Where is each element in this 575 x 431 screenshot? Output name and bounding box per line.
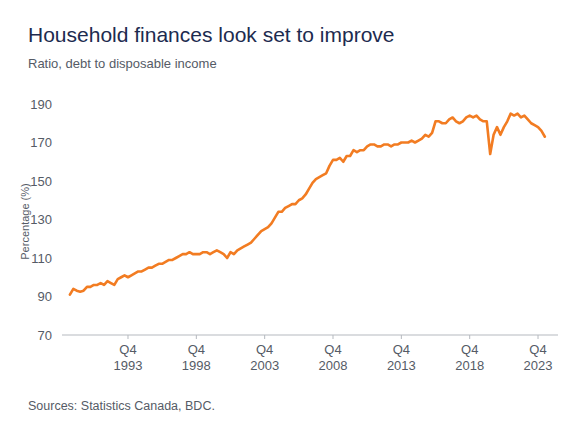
y-tick-label: 130 (30, 212, 52, 227)
data-line (70, 114, 545, 295)
y-tick-label: 70 (38, 328, 52, 343)
x-tick (333, 335, 334, 339)
x-tick-label-line: Q4 (529, 342, 546, 357)
plot-area (70, 114, 545, 295)
x-tick-label-line: 2013 (387, 358, 416, 373)
x-tick (538, 335, 539, 339)
y-tick-label: 150 (30, 174, 52, 189)
title: Household finances look set to improve (28, 23, 395, 46)
x-tick (196, 335, 197, 339)
x-tick-label-line: 1998 (182, 358, 211, 373)
x-tick (401, 335, 402, 339)
x-tick-label-line: 2018 (455, 358, 484, 373)
y-tick-label: 90 (38, 289, 52, 304)
x-tick-label: Q42023 (524, 342, 553, 373)
x-tick-label: Q41998 (182, 342, 211, 373)
y-tick (59, 335, 62, 336)
y-tick (59, 296, 62, 297)
y-tick-label: 110 (31, 251, 52, 266)
background (0, 0, 575, 431)
y-tick (59, 142, 62, 143)
x-tick-label-line: Q4 (461, 342, 478, 357)
y-tick-label: 190 (30, 97, 52, 112)
x-tick (127, 335, 128, 339)
x-tick-label-line: 2003 (250, 358, 279, 373)
x-tick-label-line: Q4 (393, 342, 410, 357)
y-tick (59, 104, 62, 105)
x-tick-label: Q42013 (387, 342, 416, 373)
y-tick (59, 181, 62, 182)
x-tick-label: Q42003 (250, 342, 279, 373)
x-tick-label-line: Q4 (119, 342, 136, 357)
x-tick-label: Q41993 (114, 342, 143, 373)
x-tick (469, 335, 470, 339)
y-tick (59, 219, 62, 220)
x-tick-label-line: Q4 (256, 342, 273, 357)
x-tick-label-line: 2023 (524, 358, 553, 373)
y-axis-label: Percentage (%) (19, 183, 31, 259)
source: Sources: Statistics Canada, BDC. (28, 399, 215, 413)
x-tick-label: Q42008 (319, 342, 348, 373)
x-tick-label-line: Q4 (188, 342, 205, 357)
x-tick-label-line: 1993 (114, 358, 143, 373)
x-tick-label-line: Q4 (324, 342, 341, 357)
x-tick (264, 335, 265, 339)
chart-svg: Household finances look set to improve Ra… (0, 0, 575, 431)
x-tick-label-line: 2008 (319, 358, 348, 373)
y-tick (59, 258, 62, 259)
x-axis-line (62, 335, 558, 336)
subtitle: Ratio, debt to disposable income (28, 56, 217, 71)
y-tick-label: 170 (30, 135, 52, 150)
x-tick-label: Q42018 (455, 342, 484, 373)
